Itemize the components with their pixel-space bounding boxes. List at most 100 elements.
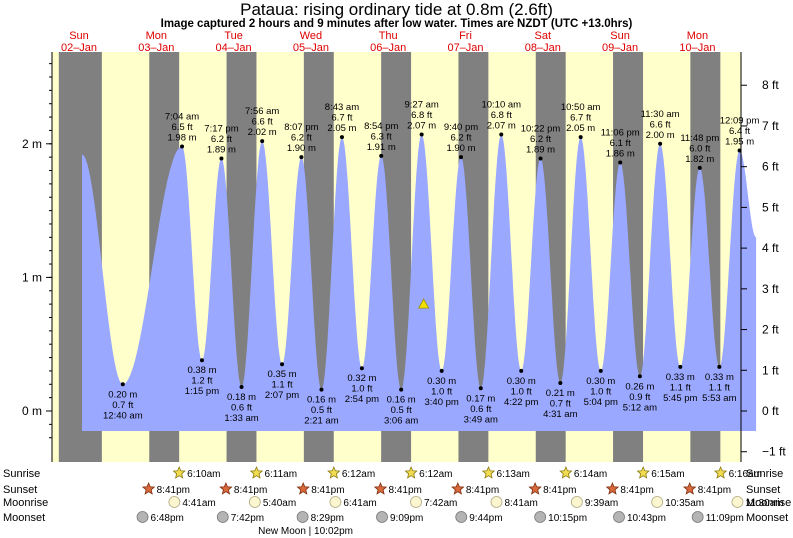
- low-tide-dot: [319, 387, 324, 392]
- high-tide-label: 1.90 m: [287, 143, 316, 154]
- high-tide-dot: [419, 132, 424, 137]
- low-tide-label: 0.30 m: [427, 376, 456, 387]
- low-tide-dot: [280, 362, 285, 367]
- sunrise-icon: [249, 465, 264, 479]
- low-tide-label: 12:40 am: [103, 410, 143, 421]
- sunset-icon: [682, 481, 697, 495]
- day-date: 05–Jan: [293, 42, 329, 54]
- moonset-time: 7:42pm: [231, 513, 264, 524]
- sunrise-time: 6:16am: [729, 469, 762, 480]
- moonrise-icon: [731, 496, 744, 508]
- high-tide-label: 11:30 am: [641, 109, 680, 120]
- low-tide-label: 1.2 ft: [191, 376, 212, 387]
- high-tide-dot: [697, 165, 702, 170]
- high-tide-label: 6.8 ft: [491, 110, 512, 121]
- low-tide-label: 0.26 m: [625, 381, 654, 392]
- day-date: 07–Jan: [447, 42, 483, 54]
- high-tide-label: 11:06 pm: [601, 128, 640, 139]
- high-tide-label: 6.6 ft: [650, 119, 671, 130]
- day-name: Mon: [687, 30, 708, 42]
- low-tide-label: 0.30 m: [586, 376, 615, 387]
- astro-row-label-right: Sunset: [746, 484, 780, 496]
- sunrise-time: 6:12am: [419, 469, 452, 480]
- low-tide-dot: [120, 382, 125, 387]
- sunrise-icon: [559, 465, 573, 479]
- low-tide-dot: [678, 364, 683, 369]
- low-tide-label: 0.33 m: [666, 372, 695, 383]
- high-tide-label: 6.2 ft: [291, 133, 312, 144]
- right-axis-tick-label: 1 ft: [762, 363, 779, 377]
- right-axis-tick-label: 4 ft: [762, 241, 779, 255]
- low-tide-label: 1.0 ft: [511, 386, 532, 397]
- high-tide-dot: [260, 139, 265, 144]
- day-name: Sat: [535, 30, 552, 42]
- moonrise-icon: [248, 496, 261, 508]
- low-tide-dot: [598, 368, 603, 373]
- sunset-time: 8:41pm: [466, 485, 499, 496]
- new-moon-label: New Moon | 10:02pm: [258, 526, 353, 537]
- day-date: 08–Jan: [525, 42, 561, 54]
- day-name: Wed: [300, 30, 322, 42]
- sunset-icon: [296, 481, 310, 495]
- sunrise-time: 6:14am: [574, 469, 607, 480]
- low-tide-label: 1.1 ft: [271, 380, 292, 391]
- sunset-time: 8:41pm: [311, 485, 344, 496]
- astro-row-label-right: Moonrise: [746, 497, 791, 509]
- right-axis-tick-label: 0 ft: [762, 404, 779, 418]
- sunrise-time: 6:12am: [342, 469, 375, 480]
- axes: 0 m 1 m 2 m −1 ft 0 ft 1 ft 2 ft 3 ft 4 ft 5 ft 6 …: [22, 52, 786, 462]
- moonrise-time: 10:35am: [665, 498, 704, 509]
- high-tide-label: 2.07 m: [407, 120, 436, 131]
- high-tide-label: 7:56 am: [245, 106, 279, 117]
- low-tide-dot: [439, 368, 444, 373]
- day-labels: Sun02–JanMon03–JanTue04–JanWed05–JanThu0…: [61, 30, 715, 54]
- low-tide-label: 0.7 ft: [550, 398, 571, 409]
- low-tide-label: 1.0 ft: [351, 384, 372, 395]
- high-tide-label: 10:10 am: [481, 99, 521, 110]
- sunset-icon: [451, 481, 465, 495]
- astro-row-label-left: Sunrise: [3, 468, 40, 480]
- low-tide-label: 1.1 ft: [670, 382, 691, 393]
- low-tide-label: 5:45 pm: [663, 393, 697, 404]
- left-axis-tick-label: 0 m: [22, 404, 42, 418]
- moonset-icon: [136, 511, 149, 523]
- high-tide-label: 6.4 ft: [729, 126, 750, 137]
- moonrise-icon: [168, 496, 181, 508]
- high-tide-label: 11:48 pm: [680, 133, 719, 144]
- high-tide-dot: [618, 160, 623, 165]
- high-tide-dot: [299, 155, 304, 160]
- sunrise-time: 6:13am: [497, 469, 530, 480]
- sunrise-icon: [713, 465, 728, 479]
- moonset-time: 9:09pm: [390, 513, 423, 524]
- right-axis-tick-label: −1 ft: [762, 445, 786, 459]
- high-tide-label: 1.98 m: [168, 132, 197, 143]
- low-tide-label: 0.38 m: [187, 365, 216, 376]
- low-tide-label: 0.20 m: [108, 389, 137, 400]
- low-tide-label: 5:12 am: [623, 402, 657, 413]
- astro-row-label-left: Sunset: [3, 484, 37, 496]
- high-tide-label: 6.3 ft: [371, 131, 392, 142]
- astro-row-label-left: Moonrise: [3, 497, 48, 509]
- low-tide-label: 0.33 m: [705, 372, 734, 383]
- low-tide-dot: [239, 384, 244, 389]
- right-axis-tick-label: 5 ft: [762, 200, 779, 214]
- chart-title: Pataua: rising ordinary tide at 0.8m (2.…: [240, 0, 553, 19]
- low-tide-label: 0.18 m: [227, 392, 256, 403]
- day-name: Sun: [69, 30, 89, 42]
- sunset-icon: [219, 481, 233, 495]
- low-tide-label: 1.0 ft: [431, 386, 452, 397]
- high-tide-label: 10:50 am: [561, 102, 601, 113]
- high-tide-label: 2.02 m: [248, 127, 277, 138]
- high-tide-label: 9:40 pm: [444, 122, 478, 133]
- day-date: 10–Jan: [679, 42, 715, 54]
- sunrise-icon: [636, 465, 650, 479]
- day-name: Tue: [224, 30, 243, 42]
- day-name: Fri: [459, 30, 472, 42]
- moonrise-time: 4:41am: [182, 498, 215, 509]
- moonrise-time: 11:30am: [745, 498, 783, 509]
- high-tide-label: 2.05 m: [566, 123, 595, 134]
- high-tide-dot: [499, 132, 504, 137]
- high-tide-dot: [658, 141, 663, 146]
- tide-area: [82, 134, 757, 431]
- high-tide-label: 6.2 ft: [450, 133, 471, 144]
